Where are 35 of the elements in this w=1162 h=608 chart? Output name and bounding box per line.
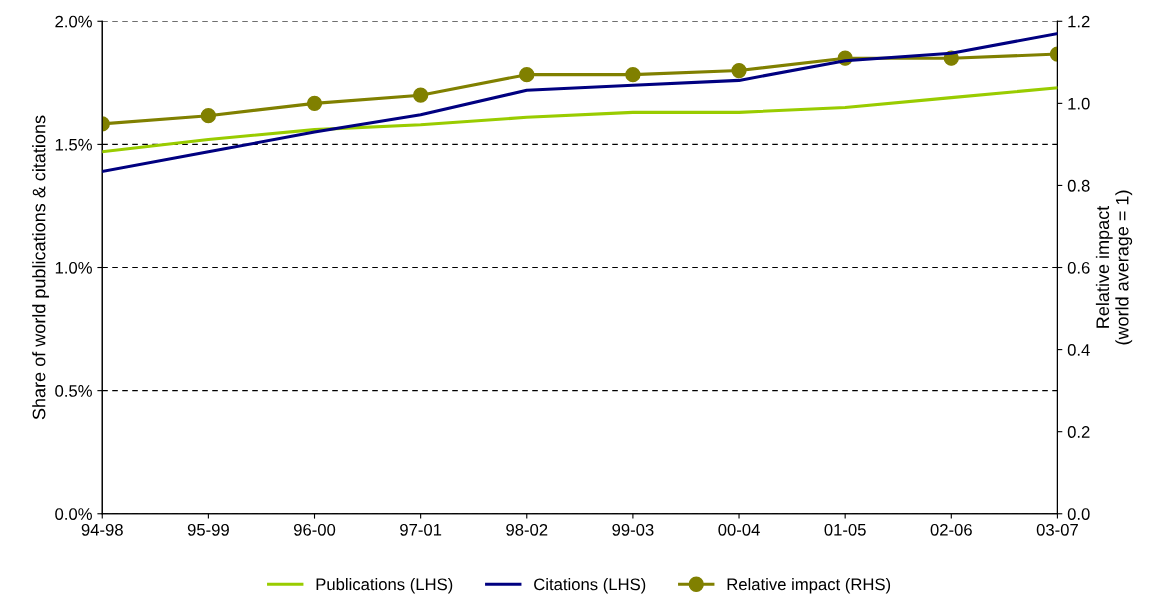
y2-tick-label: 0.0: [1067, 508, 1090, 520]
point: [625, 66, 641, 83]
point: [731, 62, 747, 79]
y2-tick-label: 0.6: [1067, 261, 1090, 274]
y2-axis-title: Relative impact (world average = 1): [1095, 190, 1133, 345]
x-tick-label: 99-03: [612, 523, 654, 536]
y2-tick-label: 0.2: [1067, 426, 1090, 438]
x-tick-label: 98-02: [506, 523, 548, 536]
y2-tick-label: 0.4: [1067, 344, 1090, 356]
x-tick-label: 96-00: [293, 523, 336, 536]
y2-tick-label: 1.2: [1068, 15, 1090, 28]
y-tick-label: 2.0%: [55, 15, 92, 28]
point: [519, 66, 535, 83]
line-series: [102, 32, 1058, 174]
point: [306, 95, 323, 111]
y-tick-label: 0.0%: [55, 508, 92, 520]
y-tick-label: 1.5%: [55, 138, 92, 151]
y2-tick-label: 1.0: [1068, 97, 1090, 110]
y-tick-label: 1.0%: [55, 261, 92, 274]
x-tick-label: 01-05: [824, 523, 866, 536]
x-tick-label: 00-04: [718, 523, 760, 536]
y2-tick-label: 0.8: [1067, 179, 1090, 192]
line-series: [102, 86, 1058, 154]
x-tick-label: 03-07: [1036, 523, 1078, 536]
y-axis-title: Share of world publications & citations: [32, 115, 49, 420]
x-tick-label: 02-06: [930, 523, 972, 536]
legend-label: Citations (LHS): [534, 578, 646, 594]
x-tick-label: 94-98: [81, 523, 123, 536]
legend-label: Relative impact (RHS): [727, 578, 891, 594]
y-tick-label: 0.5%: [55, 385, 92, 397]
legend-label: Publications (LHS): [316, 578, 453, 594]
x-tick-label: 97-01: [400, 523, 442, 536]
point: [413, 87, 429, 103]
point: [200, 108, 217, 124]
x-tick-label: 95-99: [187, 523, 229, 536]
